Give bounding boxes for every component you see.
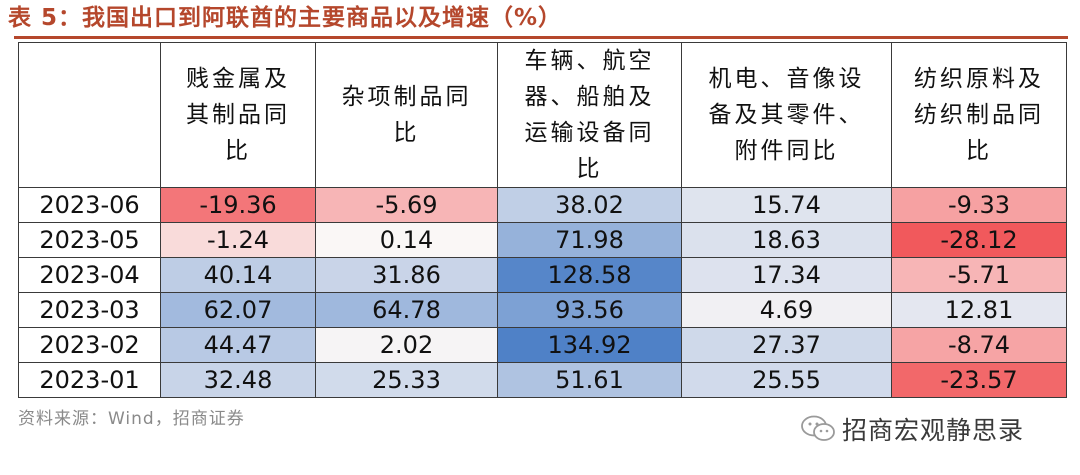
column-header: 车辆、航空器、船舶及运输设备同比 <box>497 42 682 188</box>
value-cell: 128.58 <box>497 257 682 293</box>
column-header-label: 车辆、航空器、船舶及运输设备同比 <box>524 48 655 182</box>
column-header-label: 纺织原料及纺织制品同比 <box>914 66 1044 164</box>
value-cell: 62.07 <box>160 292 316 328</box>
value-cell: 4.69 <box>681 292 892 328</box>
value-cell: 18.63 <box>681 222 892 258</box>
value-cell: 40.14 <box>160 257 316 293</box>
date-cell: 2023-04 <box>18 257 161 293</box>
watermark: 招商宏观静思录 <box>800 411 1024 447</box>
wechat-icon <box>801 415 835 441</box>
value-cell: 64.78 <box>315 292 498 328</box>
date-cell: 2023-03 <box>18 292 161 328</box>
data-table: 贱金属及其制品同比 杂项制品同比 车辆、航空器、船舶及运输设备同比 机电、音像设… <box>18 42 1067 398</box>
table-row: 2023-06 -19.36 -5.69 38.02 15.74 -9.33 <box>18 187 1067 223</box>
date-cell: 2023-05 <box>18 222 161 258</box>
column-header-label: 杂项制品同比 <box>341 84 472 146</box>
table-row: 2023-03 62.07 64.78 93.56 4.69 12.81 <box>18 292 1067 328</box>
value-cell: -5.69 <box>315 187 498 223</box>
column-header: 纺织原料及纺织制品同比 <box>891 42 1067 188</box>
value-cell: -9.33 <box>891 187 1067 223</box>
value-cell: 51.61 <box>497 362 682 398</box>
table-row: 2023-02 44.47 2.02 134.92 27.37 -8.74 <box>18 327 1067 363</box>
value-cell: -8.74 <box>891 327 1067 363</box>
value-cell: 17.34 <box>681 257 892 293</box>
watermark-text: 招商宏观静思录 <box>842 416 1025 445</box>
value-cell: 15.74 <box>681 187 892 223</box>
date-cell: 2023-02 <box>18 327 161 363</box>
table-title: 表 5：我国出口到阿联酋的主要商品以及增速（%） <box>8 5 563 31</box>
value-cell: 2.02 <box>315 327 498 363</box>
value-cell: 0.14 <box>315 222 498 258</box>
column-header: 贱金属及其制品同比 <box>160 42 316 188</box>
value-cell: 27.37 <box>681 327 892 363</box>
value-cell: -1.24 <box>160 222 316 258</box>
header-row: 贱金属及其制品同比 杂项制品同比 车辆、航空器、船舶及运输设备同比 机电、音像设… <box>18 42 1067 188</box>
value-cell: 32.48 <box>160 362 316 398</box>
value-cell: -19.36 <box>160 187 316 223</box>
value-cell: 12.81 <box>891 292 1067 328</box>
date-cell: 2023-01 <box>18 362 161 398</box>
column-header-label: 机电、音像设备及其零件、附件同比 <box>708 66 865 164</box>
value-cell: 25.33 <box>315 362 498 398</box>
title-divider <box>14 36 1068 39</box>
value-cell: 93.56 <box>497 292 682 328</box>
value-cell: 38.02 <box>497 187 682 223</box>
corner-cell <box>18 42 161 188</box>
value-cell: 134.92 <box>497 327 682 363</box>
value-cell: -5.71 <box>891 257 1067 293</box>
value-cell: 71.98 <box>497 222 682 258</box>
source-note: 资料来源：Wind，招商证券 <box>18 409 245 429</box>
value-cell: 31.86 <box>315 257 498 293</box>
column-header: 杂项制品同比 <box>315 42 498 188</box>
date-cell: 2023-06 <box>18 187 161 223</box>
table-row: 2023-01 32.48 25.33 51.61 25.55 -23.57 <box>18 362 1067 398</box>
table-row: 2023-05 -1.24 0.14 71.98 18.63 -28.12 <box>18 222 1067 258</box>
value-cell: -28.12 <box>891 222 1067 258</box>
value-cell: 25.55 <box>681 362 892 398</box>
column-header: 机电、音像设备及其零件、附件同比 <box>681 42 892 188</box>
value-cell: 44.47 <box>160 327 316 363</box>
table-row: 2023-04 40.14 31.86 128.58 17.34 -5.71 <box>18 257 1067 293</box>
column-header-label: 贱金属及其制品同比 <box>185 66 290 164</box>
value-cell: -23.57 <box>891 362 1067 398</box>
